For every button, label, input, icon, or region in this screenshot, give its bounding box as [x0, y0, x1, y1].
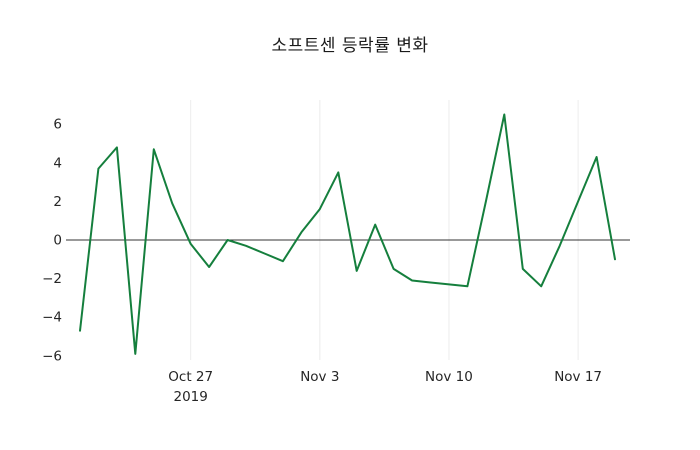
chart-title: 소프트센 등락률 변화	[271, 36, 429, 56]
y-tick-label: −4	[42, 310, 62, 326]
y-tick-label: 4	[53, 155, 62, 171]
x-axis-labels: Oct 27 2019 Nov 3 Nov 10 Nov 17	[168, 369, 602, 405]
x-tick-label: Nov 17	[554, 369, 602, 385]
x-tick-label: Nov 10	[425, 369, 473, 385]
x-tick-label: Nov 3	[300, 369, 339, 385]
price-change-line	[79, 113, 616, 355]
y-tick-label: 0	[53, 233, 62, 249]
y-tick-label: −2	[42, 271, 62, 287]
y-axis-labels: 6 4 2 0 −2 −4 −6	[42, 117, 62, 365]
series-group	[79, 113, 616, 355]
y-tick-label: 6	[53, 117, 62, 133]
x-tick-label: Oct 27	[168, 369, 213, 385]
x-gridlines	[190, 100, 579, 360]
y-tick-label: 2	[53, 194, 62, 210]
x-tick-sublabel: 2019	[174, 389, 208, 405]
y-tick-label: −6	[42, 348, 62, 364]
